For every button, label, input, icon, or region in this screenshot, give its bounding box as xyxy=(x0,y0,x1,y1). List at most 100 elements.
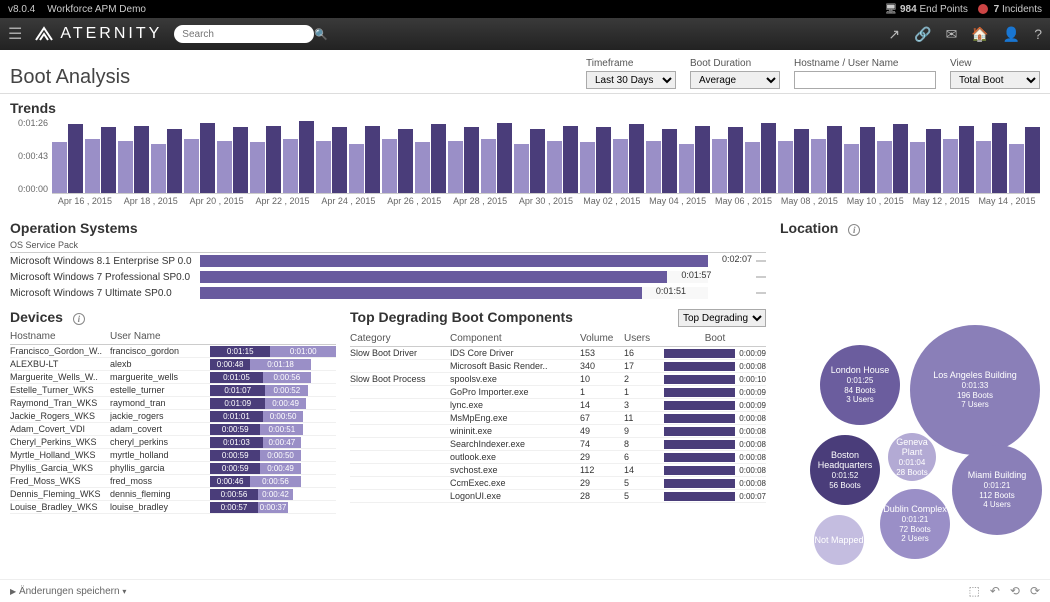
device-row[interactable]: Marguerite_Wells_W..marguerite_wells0:01… xyxy=(10,371,336,384)
device-row[interactable]: ALEXBU-LTalexb0:00:480:01:18 xyxy=(10,358,336,371)
location-bubbles[interactable]: Los Angeles Building0:01:33196 Boots7 Us… xyxy=(780,305,1040,575)
bootdur-select[interactable]: Average xyxy=(690,71,780,89)
sync-icon[interactable]: ⟳ xyxy=(1030,584,1040,598)
components-title: Top Degrading Boot Components Top Degrad… xyxy=(350,305,766,331)
components-dropdown[interactable]: Top Degrading xyxy=(678,309,766,327)
endpoints-count: 984 xyxy=(900,4,917,15)
component-row[interactable]: Microsoft Basic Render..340170:00:08 xyxy=(350,360,766,373)
incidents-count: 7 xyxy=(994,4,1000,15)
component-row[interactable]: GoPro Importer.exe110:00:09 xyxy=(350,386,766,399)
view-select[interactable]: Total Boot xyxy=(950,71,1040,89)
hostuser-input[interactable] xyxy=(794,71,936,89)
timeframe-label: Timeframe xyxy=(586,58,676,69)
filter-hostuser: Hostname / User Name xyxy=(794,58,936,89)
info-icon[interactable]: i xyxy=(73,313,85,325)
devices-title: Devices i xyxy=(10,305,336,329)
help-icon[interactable]: ? xyxy=(1034,26,1042,43)
search-icon[interactable]: 🔍 xyxy=(314,28,328,41)
comp-col-component[interactable]: Component xyxy=(450,333,580,344)
brand-text: ATERNITY xyxy=(60,25,162,43)
location-panel: Los Angeles Building0:01:33196 Boots7 Us… xyxy=(780,305,1040,575)
footer-bar: ▶ Änderungen speichern ▾ ⬚ ↶ ⟲ ⟳ xyxy=(0,579,1050,602)
component-row[interactable]: Slow Boot Processspoolsv.exe1020:00:10 xyxy=(350,373,766,386)
trends-x-axis: Apr 16 , 2015Apr 18 , 2015Apr 20 , 2015A… xyxy=(52,196,1040,206)
component-row[interactable]: svchost.exe112140:00:08 xyxy=(350,464,766,477)
user-icon[interactable]: 👤 xyxy=(1003,26,1020,43)
main-header: ☰ ATERNITY 🔍 ↗ 🔗 ✉ 🏠 👤 ? xyxy=(0,18,1050,50)
top-status-bar: v8.0.4 Workforce APM Demo 🖥 984 End Poin… xyxy=(0,0,1050,18)
mail-icon[interactable]: ✉ xyxy=(946,26,958,43)
location-bubble[interactable]: London House0:01:2584 Boots3 Users xyxy=(820,345,900,425)
device-row[interactable]: Raymond_Tran_WKSraymond_tran0:01:090:00:… xyxy=(10,397,336,410)
device-row[interactable]: Francisco_Gordon_W..francisco_gordon0:01… xyxy=(10,345,336,358)
component-row[interactable]: lync.exe1430:00:09 xyxy=(350,399,766,412)
component-row[interactable]: Slow Boot DriverIDS Core Driver153160:00… xyxy=(350,347,766,360)
trends-chart: 0:01:260:00:430:00:00 Apr 16 , 2015Apr 1… xyxy=(0,118,1050,214)
component-row[interactable]: SearchIndexer.exe7480:00:08 xyxy=(350,438,766,451)
share-icon[interactable]: ↗ xyxy=(888,26,900,43)
comp-col-users[interactable]: Users xyxy=(624,333,664,344)
location-bubble[interactable]: Dublin Complex0:01:2172 Boots2 Users xyxy=(880,489,950,559)
device-row[interactable]: Dennis_Fleming_WKSdennis_fleming0:00:560… xyxy=(10,488,336,501)
refresh-icon[interactable]: ⟲ xyxy=(1010,584,1020,598)
devices-col-user[interactable]: User Name xyxy=(110,331,210,342)
app-name-label: Workforce APM Demo xyxy=(47,4,146,15)
component-row[interactable]: MsMpEng.exe67110:00:08 xyxy=(350,412,766,425)
location-bubble[interactable]: Not Mapped xyxy=(814,515,864,565)
incidents-status[interactable]: 7 Incidents xyxy=(978,4,1042,15)
os-rows: Microsoft Windows 8.1 Enterprise SP 0.00… xyxy=(10,253,766,301)
device-row[interactable]: Cheryl_Perkins_WKScheryl_perkins0:01:030… xyxy=(10,436,336,449)
device-row[interactable]: Louise_Bradley_WKSlouise_bradley0:00:570… xyxy=(10,501,336,514)
location-title: Location i xyxy=(780,214,1040,238)
device-row[interactable]: Myrtle_Holland_WKSmyrtle_holland0:00:590… xyxy=(10,449,336,462)
version-label: v8.0.4 xyxy=(8,4,35,15)
info-icon[interactable]: i xyxy=(848,224,860,236)
home-icon[interactable]: 🏠 xyxy=(971,26,988,43)
device-row[interactable]: Estelle_Turner_WKSestelle_turner0:01:070… xyxy=(10,384,336,397)
title-bar: Boot Analysis Timeframe Last 30 Days Boo… xyxy=(0,50,1050,94)
location-bubble[interactable]: Miami Building0:01:21112 Boots4 Users xyxy=(952,445,1042,535)
download-icon[interactable]: ⬚ xyxy=(968,584,979,598)
component-row[interactable]: CcmExec.exe2950:00:08 xyxy=(350,477,766,490)
device-row[interactable]: Adam_Covert_VDIadam_covert0:00:590:00:51 xyxy=(10,423,336,436)
device-row[interactable]: Fred_Moss_WKSfred_moss0:00:460:00:56 xyxy=(10,475,336,488)
comp-col-volume[interactable]: Volume xyxy=(580,333,624,344)
view-label: View xyxy=(950,58,1040,69)
location-bubble[interactable]: Boston Headquarters0:01:5256 Boots xyxy=(810,435,880,505)
save-changes-link[interactable]: ▶ Änderungen speichern ▾ xyxy=(10,586,968,597)
brand-logo[interactable]: ATERNITY xyxy=(34,25,162,43)
device-row[interactable]: Phyllis_Garcia_WKSphyllis_garcia0:00:590… xyxy=(10,462,336,475)
location-bubble[interactable]: Geneva Plant0:01:0428 Boots xyxy=(888,433,936,481)
logo-mark-icon xyxy=(34,26,54,42)
os-row[interactable]: Microsoft Windows 7 Ultimate SP0.00:01:5… xyxy=(10,285,766,301)
menu-icon[interactable]: ☰ xyxy=(8,24,22,44)
component-row[interactable]: wininit.exe4990:00:08 xyxy=(350,425,766,438)
devices-panel: Devices i Hostname User Name Francisco_G… xyxy=(10,305,336,575)
trends-title: Trends xyxy=(0,94,1050,118)
os-title: Operation Systems xyxy=(10,214,766,238)
os-row[interactable]: Microsoft Windows 7 Professional SP0.00:… xyxy=(10,269,766,285)
search-box[interactable]: 🔍 xyxy=(174,25,314,43)
devices-rows: Francisco_Gordon_W..francisco_gordon0:01… xyxy=(10,345,336,514)
alert-icon xyxy=(978,4,988,14)
filter-view: View Total Boot xyxy=(950,58,1040,89)
hostuser-label: Hostname / User Name xyxy=(794,58,936,69)
component-row[interactable]: outlook.exe2960:00:08 xyxy=(350,451,766,464)
component-row[interactable]: LogonUI.exe2850:00:07 xyxy=(350,490,766,503)
device-row[interactable]: Jackie_Rogers_WKSjackie_rogers0:01:010:0… xyxy=(10,410,336,423)
comp-col-boot[interactable]: Boot xyxy=(664,333,766,344)
location-bubble[interactable]: Los Angeles Building0:01:33196 Boots7 Us… xyxy=(910,325,1040,455)
undo-icon[interactable]: ↶ xyxy=(990,584,1000,598)
monitor-icon: 🖥 xyxy=(885,4,898,15)
timeframe-select[interactable]: Last 30 Days xyxy=(586,71,676,89)
components-rows: Slow Boot DriverIDS Core Driver153160:00… xyxy=(350,347,766,503)
trends-y-axis: 0:01:260:00:430:00:00 xyxy=(10,118,52,208)
filter-timeframe: Timeframe Last 30 Days xyxy=(586,58,676,89)
endpoints-status[interactable]: 🖥 984 End Points xyxy=(885,4,968,15)
devices-col-host[interactable]: Hostname xyxy=(10,331,110,342)
link-icon[interactable]: 🔗 xyxy=(914,26,931,43)
comp-col-category[interactable]: Category xyxy=(350,333,450,344)
search-input[interactable] xyxy=(182,29,314,40)
os-row[interactable]: Microsoft Windows 8.1 Enterprise SP 0.00… xyxy=(10,253,766,269)
bootdur-label: Boot Duration xyxy=(690,58,780,69)
